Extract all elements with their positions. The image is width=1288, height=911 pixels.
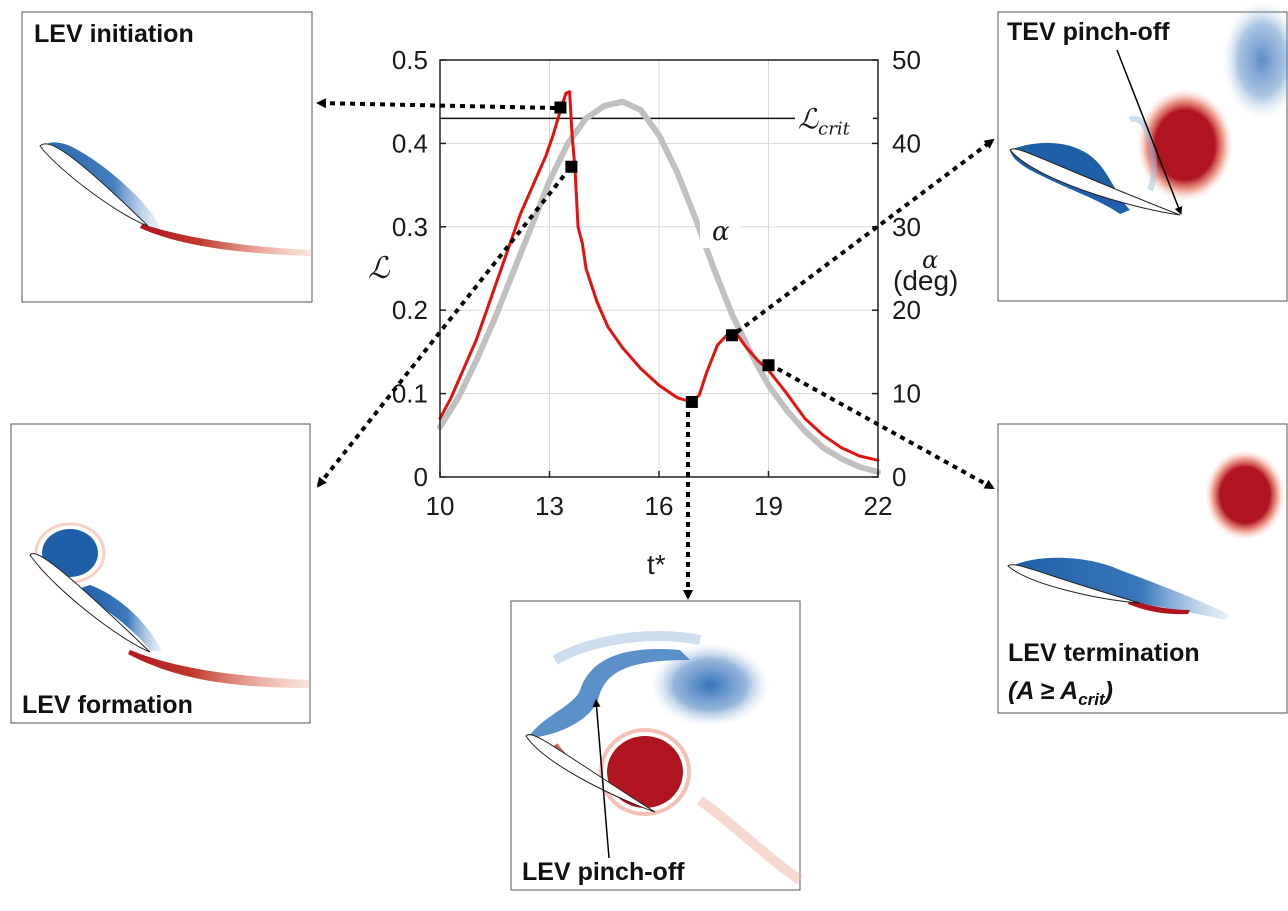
vortex-blue-core (42, 529, 98, 577)
panel-label-termination: LEV termination (1008, 639, 1200, 667)
y-right-tick-label: 10 (892, 379, 921, 409)
y-right-tick-label: 40 (892, 128, 921, 158)
y-left-tick-label: 0 (414, 462, 428, 492)
wake-red (128, 650, 310, 688)
arrow-to-formation (316, 166, 572, 488)
panel-label-tev: TEV pinch-off (1007, 18, 1170, 46)
y-left-axis-label: ℒ (368, 251, 391, 286)
x-tick-label: 16 (645, 491, 674, 521)
y-left-tick-label: 0.2 (392, 295, 428, 325)
panel-label-initiation: LEV initiation (34, 20, 194, 48)
annotation-arrow (1116, 49, 1183, 215)
arrow-to-termination (768, 362, 995, 490)
panel-lev-initiation: LEV initiation (21, 11, 313, 303)
wake-red (1128, 600, 1190, 615)
airfoil (1007, 564, 1141, 604)
critical-line-label: ℒcrit (798, 102, 851, 139)
marker-point (554, 101, 567, 114)
y-right-tick-label: 50 (892, 45, 921, 75)
vortex-sheet-blue (530, 649, 690, 738)
alpha-curve-label: α (712, 217, 730, 247)
panel-lev-pinchoff: LEV pinch-off (510, 600, 803, 891)
airfoil (39, 143, 149, 227)
x-axis-label: t* (647, 549, 666, 580)
wake-red (140, 224, 312, 256)
y-left-tick-label: 0.4 (392, 128, 428, 158)
chart: ℒcrit 10 13 16 19 2200.10.20.30.40.501020304… (368, 45, 958, 580)
y-left-tick-label: 0.5 (392, 45, 428, 75)
airfoil (525, 734, 656, 813)
panel-lev-formation: LEV formation (10, 423, 311, 724)
vortex-blue-shed (1222, 0, 1288, 120)
y-left-tick-label: 0.1 (392, 379, 428, 409)
y-right-axis-label-unit: (deg) (893, 265, 958, 296)
shear-layer (1128, 115, 1157, 192)
airfoil (29, 553, 151, 653)
airfoil (1009, 148, 1181, 216)
critical-line-group: ℒcrit (440, 96, 878, 139)
panel-label-pinchoff: LEV pinch-off (522, 858, 685, 886)
y-right-tick-label: 0 (892, 462, 906, 492)
critical-label-bg (795, 96, 873, 137)
markers (554, 101, 775, 408)
alpha-label-bg (700, 212, 740, 248)
connector-arrows (316, 98, 995, 600)
x-tick-label: 22 (864, 491, 893, 521)
x-tick-label: 10 (426, 491, 455, 521)
shear-layer (552, 631, 701, 665)
vortex-blue-shed (650, 643, 770, 727)
panel-label-termination-criterion: (A ≥ Acrit) (1008, 677, 1113, 709)
panel-label-formation: LEV formation (22, 691, 193, 719)
arrow-to-tev (735, 138, 995, 334)
y-left-tick-label: 0.3 (392, 212, 428, 242)
y-right-axis-label-symbol: α (922, 246, 938, 274)
vortex-halo (599, 728, 691, 816)
y-right-tick-label: 30 (892, 212, 921, 242)
grid (440, 60, 878, 477)
marker-point (726, 329, 738, 342)
wake-red (696, 796, 803, 885)
x-tick-label: 13 (535, 491, 564, 521)
panel-lev-termination: LEV termination (A ≥ Acrit) (997, 423, 1288, 714)
panel-tev-pinchoff: TEV pinch-off (997, 0, 1288, 302)
vortex-red-core (1137, 89, 1233, 201)
vortex-sheet-blue (1012, 557, 1230, 620)
series-line-alpha (437, 98, 881, 475)
y-right-tick-label: 20 (892, 295, 921, 325)
x-tick-label: 19 (754, 491, 783, 521)
vortex-red-core (1205, 450, 1285, 540)
pinchoff-annotation-arrow (592, 699, 610, 859)
vortex-red-core (607, 736, 683, 808)
